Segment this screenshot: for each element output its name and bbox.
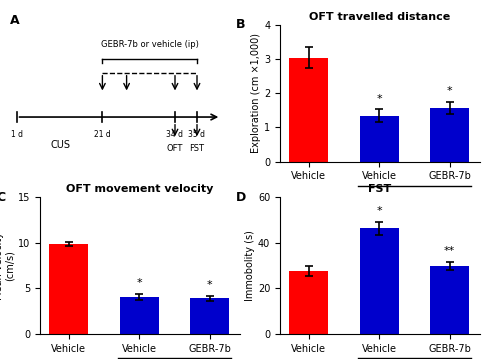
- Text: CUS: CUS: [50, 140, 70, 150]
- Text: D: D: [236, 191, 246, 204]
- Text: **: **: [444, 246, 456, 256]
- Y-axis label: Mean velocity
(cm/s): Mean velocity (cm/s): [0, 232, 15, 300]
- Bar: [430, 266, 469, 334]
- Title: OFT movement velocity: OFT movement velocity: [66, 184, 214, 194]
- Y-axis label: Exploration (cm ×1,000): Exploration (cm ×1,000): [252, 33, 261, 153]
- Text: FST: FST: [190, 144, 204, 153]
- Y-axis label: Immobolity (s): Immobolity (s): [245, 230, 255, 301]
- Bar: [190, 298, 229, 334]
- Bar: [360, 228, 399, 334]
- Text: CUS: CUS: [404, 200, 424, 210]
- Text: A: A: [10, 14, 20, 27]
- Text: OFT: OFT: [167, 144, 183, 153]
- Text: 35 d: 35 d: [188, 130, 206, 139]
- Bar: [289, 57, 328, 162]
- Bar: [430, 108, 469, 162]
- Text: B: B: [236, 18, 246, 31]
- Bar: [49, 244, 88, 334]
- Text: *: *: [207, 280, 212, 290]
- Text: 1 d: 1 d: [10, 130, 22, 139]
- Bar: [120, 297, 158, 334]
- Bar: [289, 271, 328, 334]
- Bar: [360, 116, 399, 162]
- Text: 34 d: 34 d: [166, 130, 184, 139]
- Text: *: *: [136, 278, 142, 288]
- Text: 21 d: 21 d: [94, 130, 111, 139]
- Text: GEBR-7b or vehicle (ip): GEBR-7b or vehicle (ip): [101, 40, 198, 49]
- Title: OFT travelled distance: OFT travelled distance: [310, 11, 450, 22]
- Text: *: *: [376, 206, 382, 216]
- Text: C: C: [0, 191, 5, 204]
- Text: *: *: [376, 94, 382, 104]
- Title: FST: FST: [368, 184, 392, 194]
- Text: *: *: [447, 86, 452, 96]
